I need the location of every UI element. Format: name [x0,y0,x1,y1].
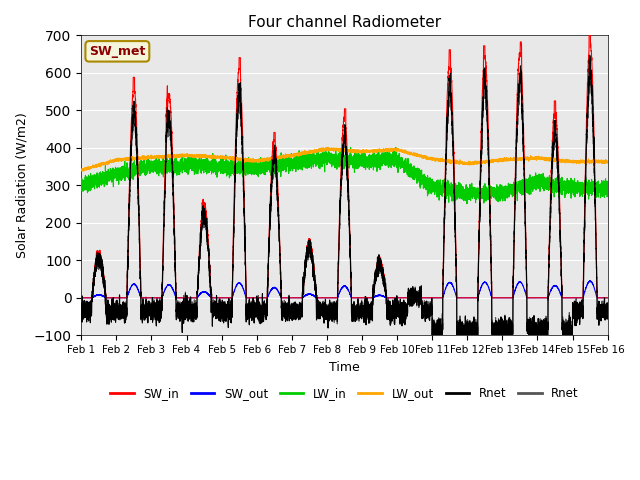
Line: LW_out: LW_out [81,147,607,171]
Line: Rnet: Rnet [81,55,607,347]
Line: LW_in: LW_in [81,147,607,204]
SW_in [256,295,264,300]
SW_in [77,295,85,300]
LW_in [604,184,611,190]
Rnet [575,307,583,312]
Rnet [502,344,509,350]
LW_out [326,146,334,152]
SW_out [575,295,583,300]
LW_out [462,160,470,166]
LW_out [575,159,583,165]
X-axis label: Time: Time [329,360,360,373]
LW_in [77,184,85,190]
Rnet [604,302,611,308]
SW_out [604,295,611,300]
Rnet [575,305,583,311]
SW_in [462,295,470,300]
SW_in [585,27,593,33]
Title: Four channel Radiometer: Four channel Radiometer [248,15,441,30]
SW_out [462,295,470,300]
LW_in [463,201,471,206]
Rnet [586,52,593,58]
LW_out [257,156,264,162]
Rnet [326,315,334,321]
Rnet [502,345,509,351]
LW_in [462,188,470,193]
LW_in [477,190,484,195]
Rnet [586,62,593,68]
LW_in [582,185,589,191]
Rnet [326,313,334,319]
Rnet [462,330,470,336]
Text: SW_met: SW_met [89,45,145,58]
Rnet [604,303,611,309]
SW_in [326,295,334,300]
Y-axis label: Solar Radiation (W/m2): Solar Radiation (W/m2) [15,112,28,258]
Rnet [462,330,470,336]
SW_in [477,145,484,151]
LW_in [575,180,583,186]
LW_in [326,151,334,156]
LW_out [604,160,611,166]
Rnet [256,308,264,313]
SW_out [582,287,589,292]
LW_in [256,168,264,174]
Rnet [582,176,589,182]
Line: SW_out: SW_out [81,281,607,298]
SW_out [586,278,594,284]
LW_out [78,168,86,174]
LW_out [582,158,589,164]
Line: SW_in: SW_in [81,30,607,298]
Rnet [477,162,484,168]
LW_in [347,144,355,150]
SW_out [477,285,484,291]
LW_out [477,161,484,167]
Rnet [256,308,264,313]
SW_out [256,295,264,300]
SW_in [604,295,611,300]
SW_in [575,295,583,300]
Rnet [77,312,85,317]
Rnet [77,312,85,317]
Line: Rnet: Rnet [81,65,607,348]
LW_out [324,144,332,150]
Rnet [582,173,589,179]
SW_in [582,166,589,171]
Legend: SW_in, SW_out, LW_in, LW_out, Rnet, Rnet: SW_in, SW_out, LW_in, LW_out, Rnet, Rnet [106,382,584,404]
LW_out [77,168,85,174]
Rnet [477,166,484,172]
SW_out [326,295,334,300]
SW_out [77,295,85,300]
